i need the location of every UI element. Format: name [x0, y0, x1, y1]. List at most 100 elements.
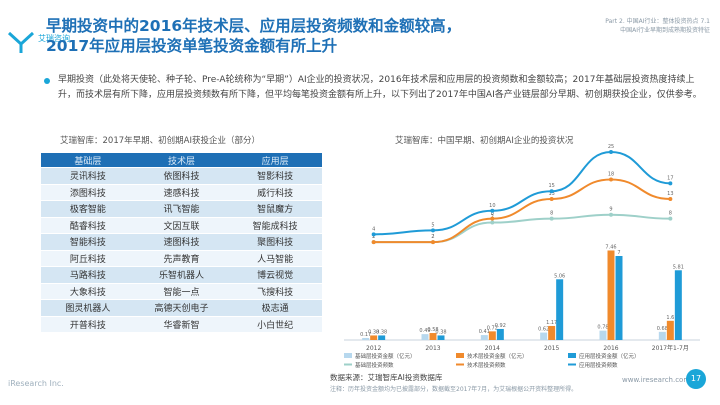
line-label: 8: [550, 211, 553, 217]
site-url: www.iresearch.com.cn: [622, 376, 701, 384]
line-label: 4: [372, 226, 375, 232]
bar-label: 0.68: [657, 326, 668, 332]
section-label-line-1: Part 2. 中国AI行业：整体投资热点 7.1: [605, 18, 710, 25]
bar-1-1: [429, 333, 437, 340]
table-cell: 图灵机器人: [41, 300, 135, 316]
footnote: 注释：历年投资金额均为已披露部分，数据截至2017年7月，为艾瑞根据公开资料整理…: [330, 386, 578, 393]
bar-label: 0.17: [360, 332, 371, 338]
legend-label: 基础层投资金额（亿元）: [355, 352, 416, 360]
bar-label: 0.92: [495, 323, 506, 329]
table-cell: 智鼠魔方: [228, 201, 322, 217]
iresearch-logo-icon: [7, 31, 35, 53]
table-cell: 极志通: [228, 300, 322, 316]
bar-label: 1.17: [546, 320, 557, 326]
line-label: 10: [489, 203, 495, 209]
bar-0-2: [480, 335, 488, 340]
table-cell: 先声教育: [134, 250, 229, 266]
line-point: [609, 212, 613, 217]
bar-label: 0.38: [376, 329, 387, 335]
line-point: [549, 189, 554, 194]
bar-2-4: [615, 256, 623, 340]
header-application: 应用层: [228, 153, 322, 167]
table-row: 酷睿科技 文因互联 智能成科技: [41, 217, 322, 233]
table-cell: 灵讯科技: [41, 168, 135, 184]
bar-2-5: [674, 270, 682, 340]
table-cell: 智能科技: [41, 234, 135, 250]
line-point: [490, 220, 495, 225]
table-row: 大象科技 智能一点 飞搜科技: [41, 283, 322, 299]
bar-label: 1.6: [666, 315, 674, 321]
bar-label: 5.06: [554, 273, 565, 279]
table-row: 智能科技 速图科技 聚图科技: [41, 234, 322, 250]
x-tick-label: 2017年1-7月: [652, 344, 689, 352]
table-cell: 小白世纪: [228, 316, 322, 332]
bar-1-4: [607, 250, 615, 340]
line-label: 25: [608, 144, 614, 150]
bar-2-1: [437, 335, 445, 340]
table-cell: 马路科技: [41, 267, 135, 283]
bar-2-2: [496, 328, 504, 340]
table-row: 图灵机器人 高德天创电子 极志通: [41, 300, 322, 316]
line-point: [668, 197, 673, 202]
table-cell: 文因互联: [134, 217, 229, 233]
table-cell: 智影科技: [228, 168, 322, 184]
x-tick-label: 2016: [603, 345, 618, 352]
bar-0-4: [599, 330, 607, 340]
line-label: 17: [667, 175, 673, 181]
line-point: [431, 228, 435, 233]
bar-label: 0.72: [487, 325, 498, 331]
table-cell: 高德天创电子: [134, 300, 229, 316]
bullet-paragraph: 早期投资（此处将天使轮、种子轮、Pre-A轮统称为“早期”）AI企业的投资状况，…: [58, 75, 702, 100]
table-cell: 华睿新智: [134, 316, 229, 332]
line-label: 18: [608, 171, 614, 177]
table-row: 极客智能 讯飞智能 智鼠魔方: [41, 201, 322, 217]
bar-1-5: [666, 320, 674, 340]
line-label: 8: [491, 211, 494, 217]
line-label: 9: [609, 207, 612, 213]
line-point: [490, 208, 495, 213]
line-point: [609, 177, 613, 182]
header-technology: 技术层: [134, 153, 229, 167]
bar-label: 0.38: [368, 329, 379, 335]
line-point: [609, 150, 613, 154]
line-label: 15: [548, 183, 554, 189]
bar-0-3: [540, 332, 548, 340]
line-series-2: [373, 150, 671, 236]
bar-1-0: [370, 335, 378, 340]
bar-1-3: [548, 325, 556, 340]
x-tick-label: 2015: [544, 345, 559, 352]
line-series-0: [373, 213, 671, 244]
bar-0-5: [658, 331, 666, 340]
table-row: 马路科技 乐智机器人 博云视觉: [41, 267, 322, 283]
brand-name: 艾瑞咨询: [38, 34, 70, 43]
line-label: 2: [372, 234, 375, 240]
line-label: 8: [669, 211, 672, 217]
table-cell: 威行科技: [228, 184, 322, 200]
table-header-row: 基础层 技术层 应用层: [41, 153, 322, 167]
legend-label: 技术层投资金额（亿元）: [467, 352, 528, 360]
bar-label: 0.41: [479, 329, 490, 335]
table-cell: 速感科技: [134, 184, 229, 200]
company-table: 基础层 技术层 应用层 灵讯科技 依图科技 智影科技 添图科技 速感科技 威行科技 极客…: [41, 152, 322, 333]
table-cell: 智能一点: [134, 283, 229, 299]
title-line-1: 早期投资中的2016年技术层、应用层投资频数和金额较高，: [46, 17, 462, 35]
table-cell: 大象科技: [41, 283, 135, 299]
bar-label: 5.81: [673, 264, 684, 270]
watermark: iResearch Inc.: [8, 379, 64, 388]
table-cell: 乐智机器人: [134, 267, 229, 283]
legend-swatch: [344, 353, 352, 358]
bar-label: 0.58: [427, 327, 438, 333]
table-cell: 速图科技: [134, 234, 229, 250]
line-point: [371, 232, 376, 237]
line-series-1: [373, 178, 671, 244]
table-row: 灵讯科技 依图科技 智影科技: [41, 168, 322, 184]
x-tick-label: 2013: [425, 345, 440, 352]
title-line-2: 2017年应用层投资单笔投资金额有所上升: [46, 37, 338, 55]
bar-label: 7.46: [605, 244, 616, 250]
bar-1-2: [488, 331, 496, 340]
line-label: 13: [548, 191, 554, 197]
table-cell: 开普科技: [41, 316, 135, 332]
table-cell: 添图科技: [41, 184, 135, 200]
table-cell: 博云视觉: [228, 267, 322, 283]
section-label: Part 2. 中国AI行业：整体投资热点 7.1 中国AI行业早期到成熟期投资…: [540, 17, 710, 35]
